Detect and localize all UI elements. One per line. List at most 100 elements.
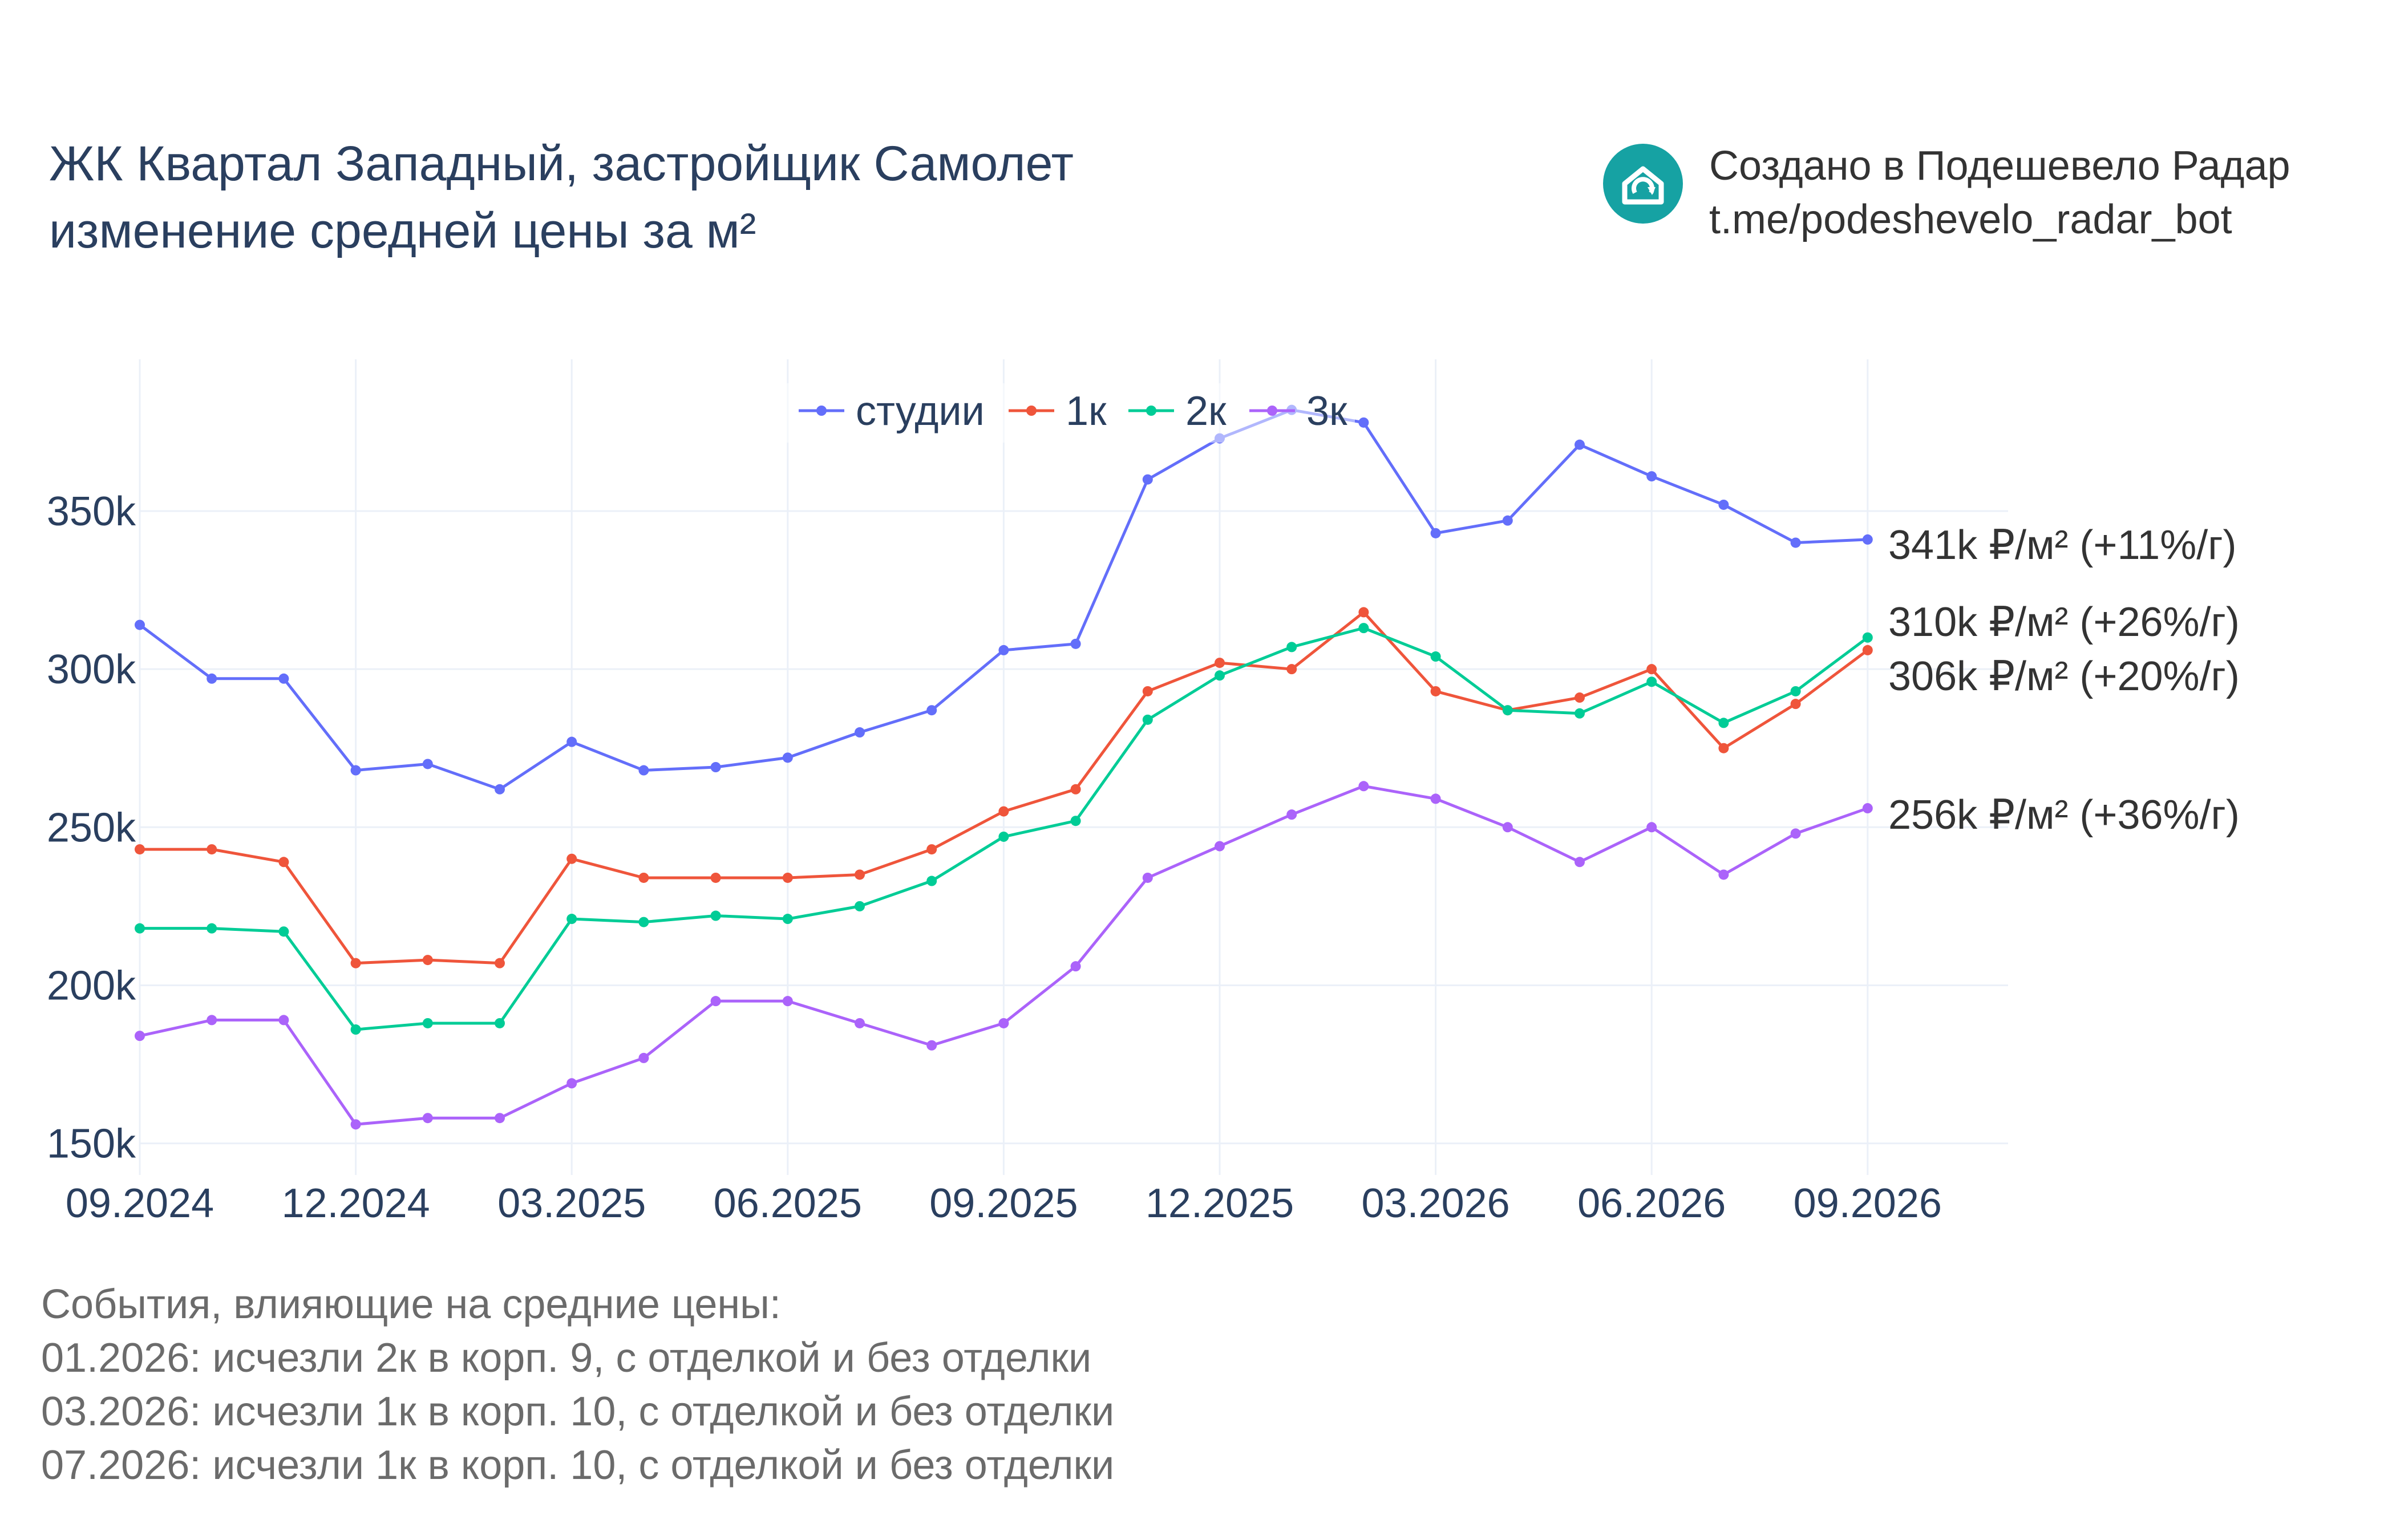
data-point — [135, 619, 145, 630]
data-point — [135, 923, 145, 934]
data-point — [135, 1031, 145, 1041]
chart-title-line-1: ЖК Квартал Западный, застройщик Самолет — [49, 136, 1074, 191]
data-point — [1142, 872, 1153, 883]
y-tick-label: 150k — [47, 1121, 136, 1167]
legend-background — [784, 383, 1355, 443]
data-point — [278, 857, 289, 868]
legend-item: 2к — [1128, 388, 1227, 434]
data-point — [1502, 822, 1513, 833]
data-point — [1575, 692, 1585, 703]
data-point — [1286, 664, 1297, 675]
data-point — [1358, 781, 1369, 792]
series-студии — [135, 404, 1873, 795]
data-point — [495, 958, 505, 968]
legend-label: 1к — [1066, 388, 1107, 434]
data-point — [782, 752, 793, 763]
x-tick-label: 03.2025 — [497, 1181, 646, 1226]
data-point — [1718, 718, 1729, 728]
legend-marker — [1267, 406, 1277, 416]
legend-label: студии — [856, 388, 985, 434]
data-point — [1575, 857, 1585, 868]
event-item: 07.2026: исчезли 1к в корп. 10, с отделк… — [41, 1442, 1115, 1488]
data-point — [422, 1113, 433, 1124]
data-point — [422, 759, 433, 769]
legend-marker — [816, 406, 827, 416]
data-point — [1430, 651, 1441, 662]
data-point — [926, 1040, 937, 1051]
data-point — [350, 765, 361, 776]
data-point — [855, 727, 865, 738]
brand-logo-house — [1622, 166, 1664, 205]
data-point — [1286, 809, 1297, 820]
data-point — [1646, 822, 1657, 833]
data-point — [1502, 705, 1513, 716]
y-tick-label: 200k — [47, 963, 136, 1008]
data-point — [782, 996, 793, 1007]
data-point — [1646, 664, 1657, 675]
data-point — [1862, 534, 1873, 545]
data-point — [638, 872, 649, 883]
data-point — [710, 910, 721, 921]
y-tick-label: 300k — [47, 647, 136, 692]
x-tick-label: 06.2026 — [1577, 1181, 1726, 1226]
data-point — [1430, 686, 1441, 696]
data-point — [782, 914, 793, 925]
event-item: 03.2026: исчезли 1к в корп. 10, с отделк… — [41, 1389, 1115, 1434]
data-point — [1646, 471, 1657, 482]
data-point — [1575, 439, 1585, 450]
data-point — [1070, 784, 1081, 795]
data-point — [998, 831, 1009, 842]
data-point — [1862, 632, 1873, 643]
brand-logo-arrowhead — [1648, 187, 1656, 195]
x-axis-ticks: 09.2024 12.2024 03.2025 06.2025 09.2025 12.20… — [66, 1181, 1942, 1226]
data-point — [278, 673, 289, 684]
data-point — [710, 762, 721, 772]
x-tick-label: 12.2024 — [281, 1181, 430, 1226]
data-point — [710, 996, 721, 1007]
data-point — [1215, 670, 1225, 681]
data-point — [1070, 638, 1081, 649]
data-point — [495, 1018, 505, 1028]
data-point — [1142, 714, 1153, 725]
data-point — [207, 923, 217, 934]
data-point — [926, 705, 937, 716]
data-point — [350, 958, 361, 968]
data-point — [422, 1018, 433, 1028]
data-point — [566, 736, 577, 747]
data-point — [566, 914, 577, 925]
data-point — [1215, 658, 1225, 668]
data-point — [1286, 642, 1297, 653]
data-point — [422, 955, 433, 966]
legend-marker — [1026, 406, 1037, 416]
data-point — [855, 1018, 865, 1028]
data-point — [1790, 828, 1801, 839]
event-item: 01.2026: исчезли 2к в корп. 9, с отделко… — [41, 1335, 1092, 1381]
house-refresh-icon — [1603, 144, 1683, 224]
data-point — [638, 765, 649, 776]
chart-legend: студии 1к 2к 3к — [784, 383, 1355, 443]
data-point — [350, 1119, 361, 1130]
data-point — [278, 1015, 289, 1026]
data-point — [1358, 623, 1369, 634]
data-point — [1862, 803, 1873, 814]
data-point — [278, 926, 289, 937]
x-tick-label: 09.2026 — [1794, 1181, 1942, 1226]
data-point — [207, 673, 217, 684]
data-point — [710, 872, 721, 883]
chart-title-line-2: изменение средней цены за м² — [49, 204, 756, 258]
events-heading: События, влияющие на средние цены: — [41, 1282, 781, 1327]
brand-text: Создано в Подешевело Радар t.me/podeshev… — [1709, 139, 2290, 246]
brand-name: Создано в Подешевело Радар — [1709, 143, 2290, 189]
series-3к — [135, 781, 1873, 1130]
legend-item: 1к — [1009, 388, 1107, 434]
data-point — [998, 1018, 1009, 1028]
series-end-label: 256k ₽/м² (+36%/г) — [1888, 792, 2240, 838]
series-1к — [135, 607, 1873, 968]
data-point — [1862, 645, 1873, 655]
x-tick-label: 12.2025 — [1146, 1181, 1294, 1226]
data-point — [350, 1024, 361, 1035]
data-point — [638, 917, 649, 927]
data-point — [1646, 676, 1657, 687]
brand-link[interactable]: t.me/podeshevelo_radar_bot — [1709, 197, 2232, 242]
